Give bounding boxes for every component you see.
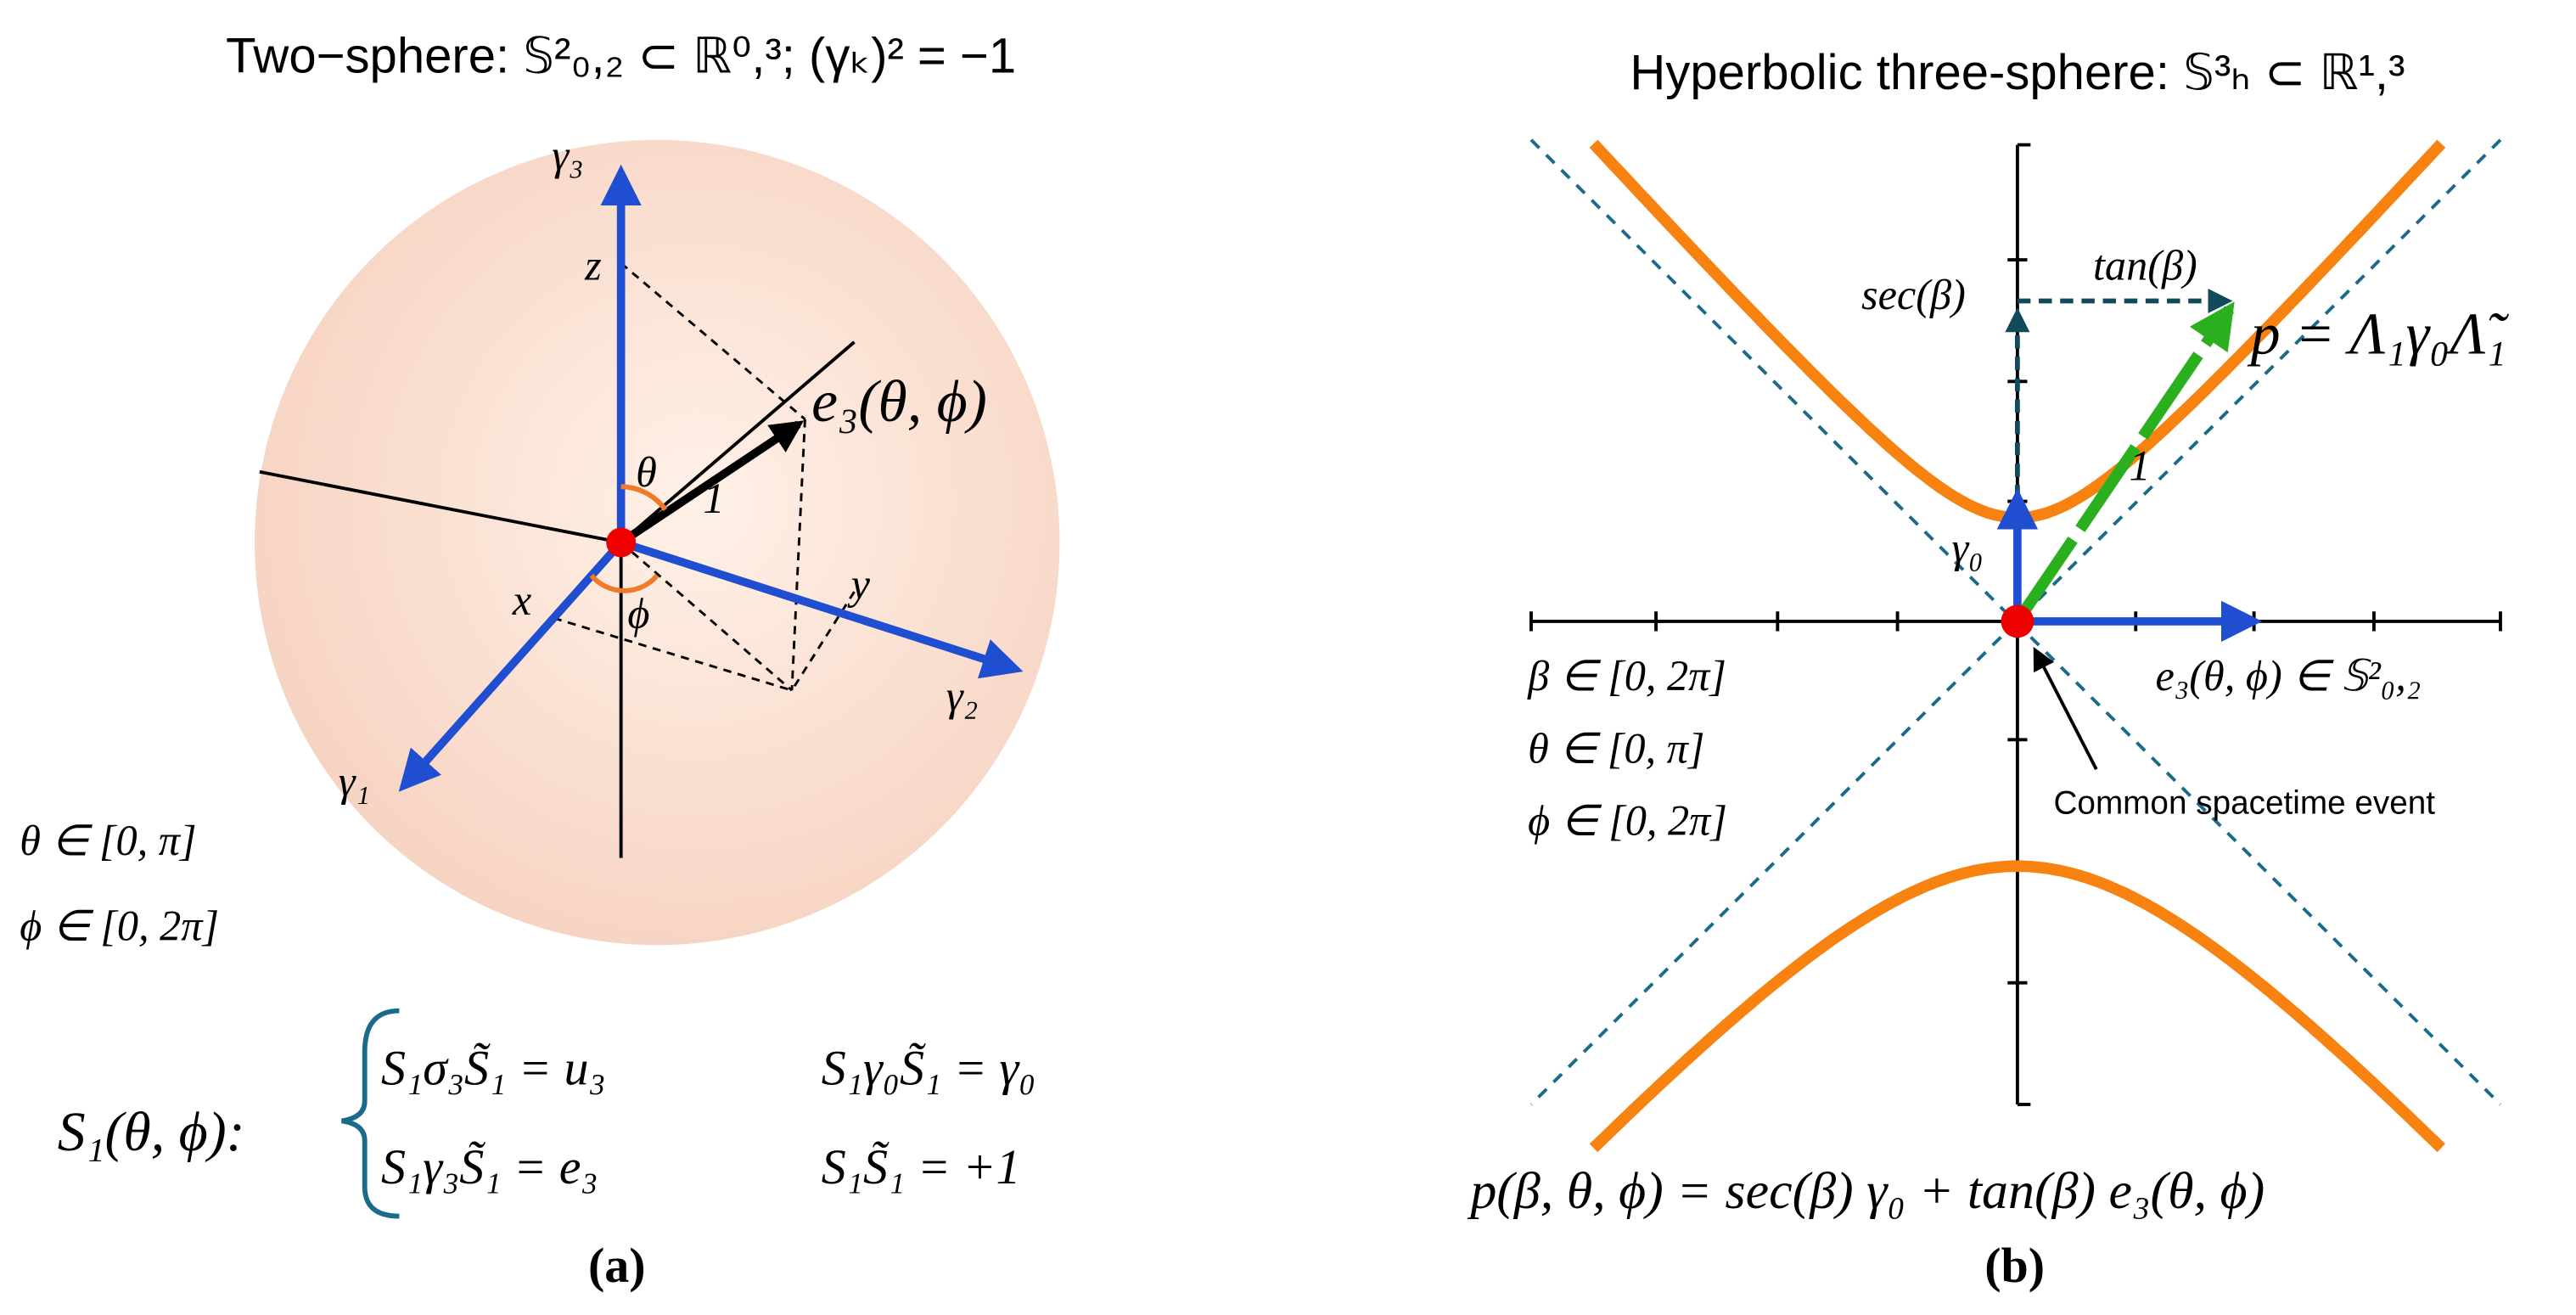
gamma0-label: γ₀ (1951, 524, 1983, 571)
formula: p(β, θ, ϕ) = sec(β) γ₀ + tan(β) e₃(θ, ϕ) (1467, 1162, 2265, 1220)
equation: S₁σ₃S̃₁ = u₃ (381, 1041, 606, 1096)
gamma2-label: γ₂ (946, 672, 978, 719)
gamma1-label: γ₁ (339, 757, 370, 805)
p-label: p = Λ₁γ₀Λ̃₁ (2247, 301, 2510, 367)
gamma2-axis (620, 538, 1024, 679)
p-vector (2012, 301, 2235, 625)
axes-lines (259, 340, 856, 858)
z-label: z (584, 241, 602, 289)
one-label: 1 (2130, 441, 2151, 489)
sphere (255, 139, 1060, 946)
range: θ ∈ [0, π] (1528, 724, 1704, 772)
hyperbola (1589, 860, 2446, 1153)
phi-arc (589, 573, 659, 593)
brace (341, 1008, 400, 1219)
event-label: Common spacetime event (2053, 784, 2435, 821)
equation: S₁S̃₁ = +1 (822, 1139, 1021, 1194)
e3-label: e₃(θ, ϕ) ∈ 𝕊²₀,₂ (2155, 652, 2421, 700)
panel-b: Hyperbolic three-sphere: 𝕊³ₕ ⊂ ℝ¹,³ sec(… (1467, 45, 2509, 1293)
y-label: y (847, 560, 871, 608)
range: β ∈ [0, 2π] (1527, 652, 1726, 700)
theta-arc (620, 484, 668, 512)
rotor-label: S₁(θ, ϕ): (58, 1101, 245, 1163)
range: ϕ ∈ [0, 2π] (20, 902, 219, 949)
tan-label: tan(β) (2093, 241, 2197, 289)
range: θ ∈ [0, π] (20, 817, 196, 864)
caption: (a) (588, 1238, 646, 1293)
theta-label: θ (636, 448, 657, 496)
projection-lines (553, 261, 856, 692)
equation: S₁γ₀S̃₁ = γ₀ (822, 1041, 1036, 1096)
range: ϕ ∈ [0, 2π] (1528, 797, 1727, 845)
caption: (b) (1984, 1238, 2045, 1293)
e3-vector (618, 420, 805, 547)
labels: γ₃ z θ e₃(θ, ϕ) 1 x ϕ y γ₂ γ₁ θ ∈ [0, π]… (20, 132, 1035, 1194)
gamma1-axis (398, 539, 625, 792)
gamma3-label: γ₃ (552, 132, 583, 179)
panel-a: Two−sphere: 𝕊²₀,₂ ⊂ ℝ⁰,³; (γₖ)² = −1 γ₃ … (20, 28, 1060, 1293)
one-label: 1 (703, 475, 724, 522)
title: Hyperbolic three-sphere: 𝕊³ₕ ⊂ ℝ¹,³ (1630, 45, 2405, 100)
origin (606, 527, 637, 558)
e3-label: e₃(θ, ϕ) (811, 369, 987, 435)
x-label: x (512, 576, 531, 624)
title: Two−sphere: 𝕊²₀,₂ ⊂ ℝ⁰,³; (γₖ)² = −1 (226, 28, 1016, 83)
labels: sec(β) tan(β) p = Λ₁γ₀Λ̃₁ γ₀ 1 e₃(θ, ϕ) … (1467, 241, 2509, 1220)
sec-label: sec(β) (1861, 271, 1966, 318)
phi-label: ϕ (627, 590, 649, 638)
origin (2001, 604, 2034, 638)
event-pointer (2033, 646, 2098, 771)
equation: S₁γ₃S̃₁ = e₃ (381, 1139, 598, 1194)
